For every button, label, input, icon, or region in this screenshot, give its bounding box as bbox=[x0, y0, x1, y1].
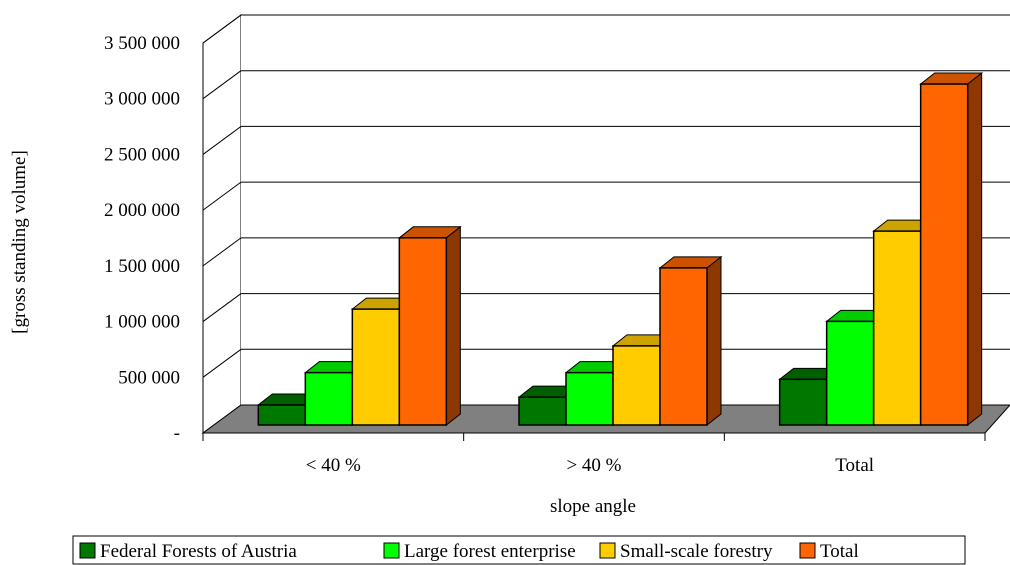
x-tick-label: < 40 % bbox=[306, 455, 361, 476]
x-tick-label: Total bbox=[835, 455, 874, 476]
gridline-side bbox=[202, 126, 242, 155]
bar bbox=[658, 255, 723, 427]
legend-item: Federal Forests of Austria bbox=[79, 541, 297, 562]
x-tick-labels: < 40 % > 40 % Total bbox=[202, 432, 986, 476]
side-wall bbox=[202, 14, 242, 434]
y-tick-label: 1 500 000 bbox=[104, 256, 180, 277]
legend-item: Small-scale forestry bbox=[599, 541, 773, 562]
y-tick-labels: - 500 000 1 000 000 1 500 000 2 000 000 2 500… bbox=[104, 33, 180, 444]
y-tick-label: 2 500 000 bbox=[104, 144, 180, 165]
x-axis-label: slope angle bbox=[550, 496, 636, 517]
legend-frame bbox=[72, 535, 966, 565]
bar bbox=[397, 225, 462, 427]
legend-swatch bbox=[599, 542, 616, 559]
y-tick-label: 3 000 000 bbox=[104, 89, 180, 110]
gridline-side bbox=[202, 14, 242, 44]
y-tick-label: 500 000 bbox=[118, 367, 180, 388]
y-tick-label: - bbox=[174, 423, 180, 444]
legend-label: Small-scale forestry bbox=[620, 541, 773, 562]
gridline-side bbox=[202, 293, 242, 322]
y-tick-label: 2 000 000 bbox=[104, 200, 180, 221]
legend-item: Large forest enterprise bbox=[383, 541, 576, 562]
x-tick-label: > 40 % bbox=[566, 455, 621, 476]
y-tick-label: 1 000 000 bbox=[104, 312, 180, 333]
gridline-side bbox=[202, 348, 242, 378]
y-tick-label: 3 500 000 bbox=[104, 33, 180, 54]
legend-item: Total bbox=[799, 541, 859, 562]
legend-swatch bbox=[799, 542, 816, 559]
gridline-side bbox=[202, 181, 242, 211]
gridline-side bbox=[202, 70, 242, 100]
legend-swatch bbox=[383, 542, 400, 559]
legend-label: Federal Forests of Austria bbox=[100, 541, 297, 562]
y-axis-label: [gross standing volume] bbox=[9, 150, 30, 334]
legend: Federal Forests of Austria Large forest e… bbox=[72, 535, 966, 565]
legend-swatch bbox=[79, 542, 96, 559]
gridline-side bbox=[202, 237, 242, 267]
legend-label: Large forest enterprise bbox=[404, 541, 576, 562]
bars bbox=[256, 71, 984, 427]
bar bbox=[919, 71, 984, 427]
legend-label: Total bbox=[820, 541, 859, 562]
